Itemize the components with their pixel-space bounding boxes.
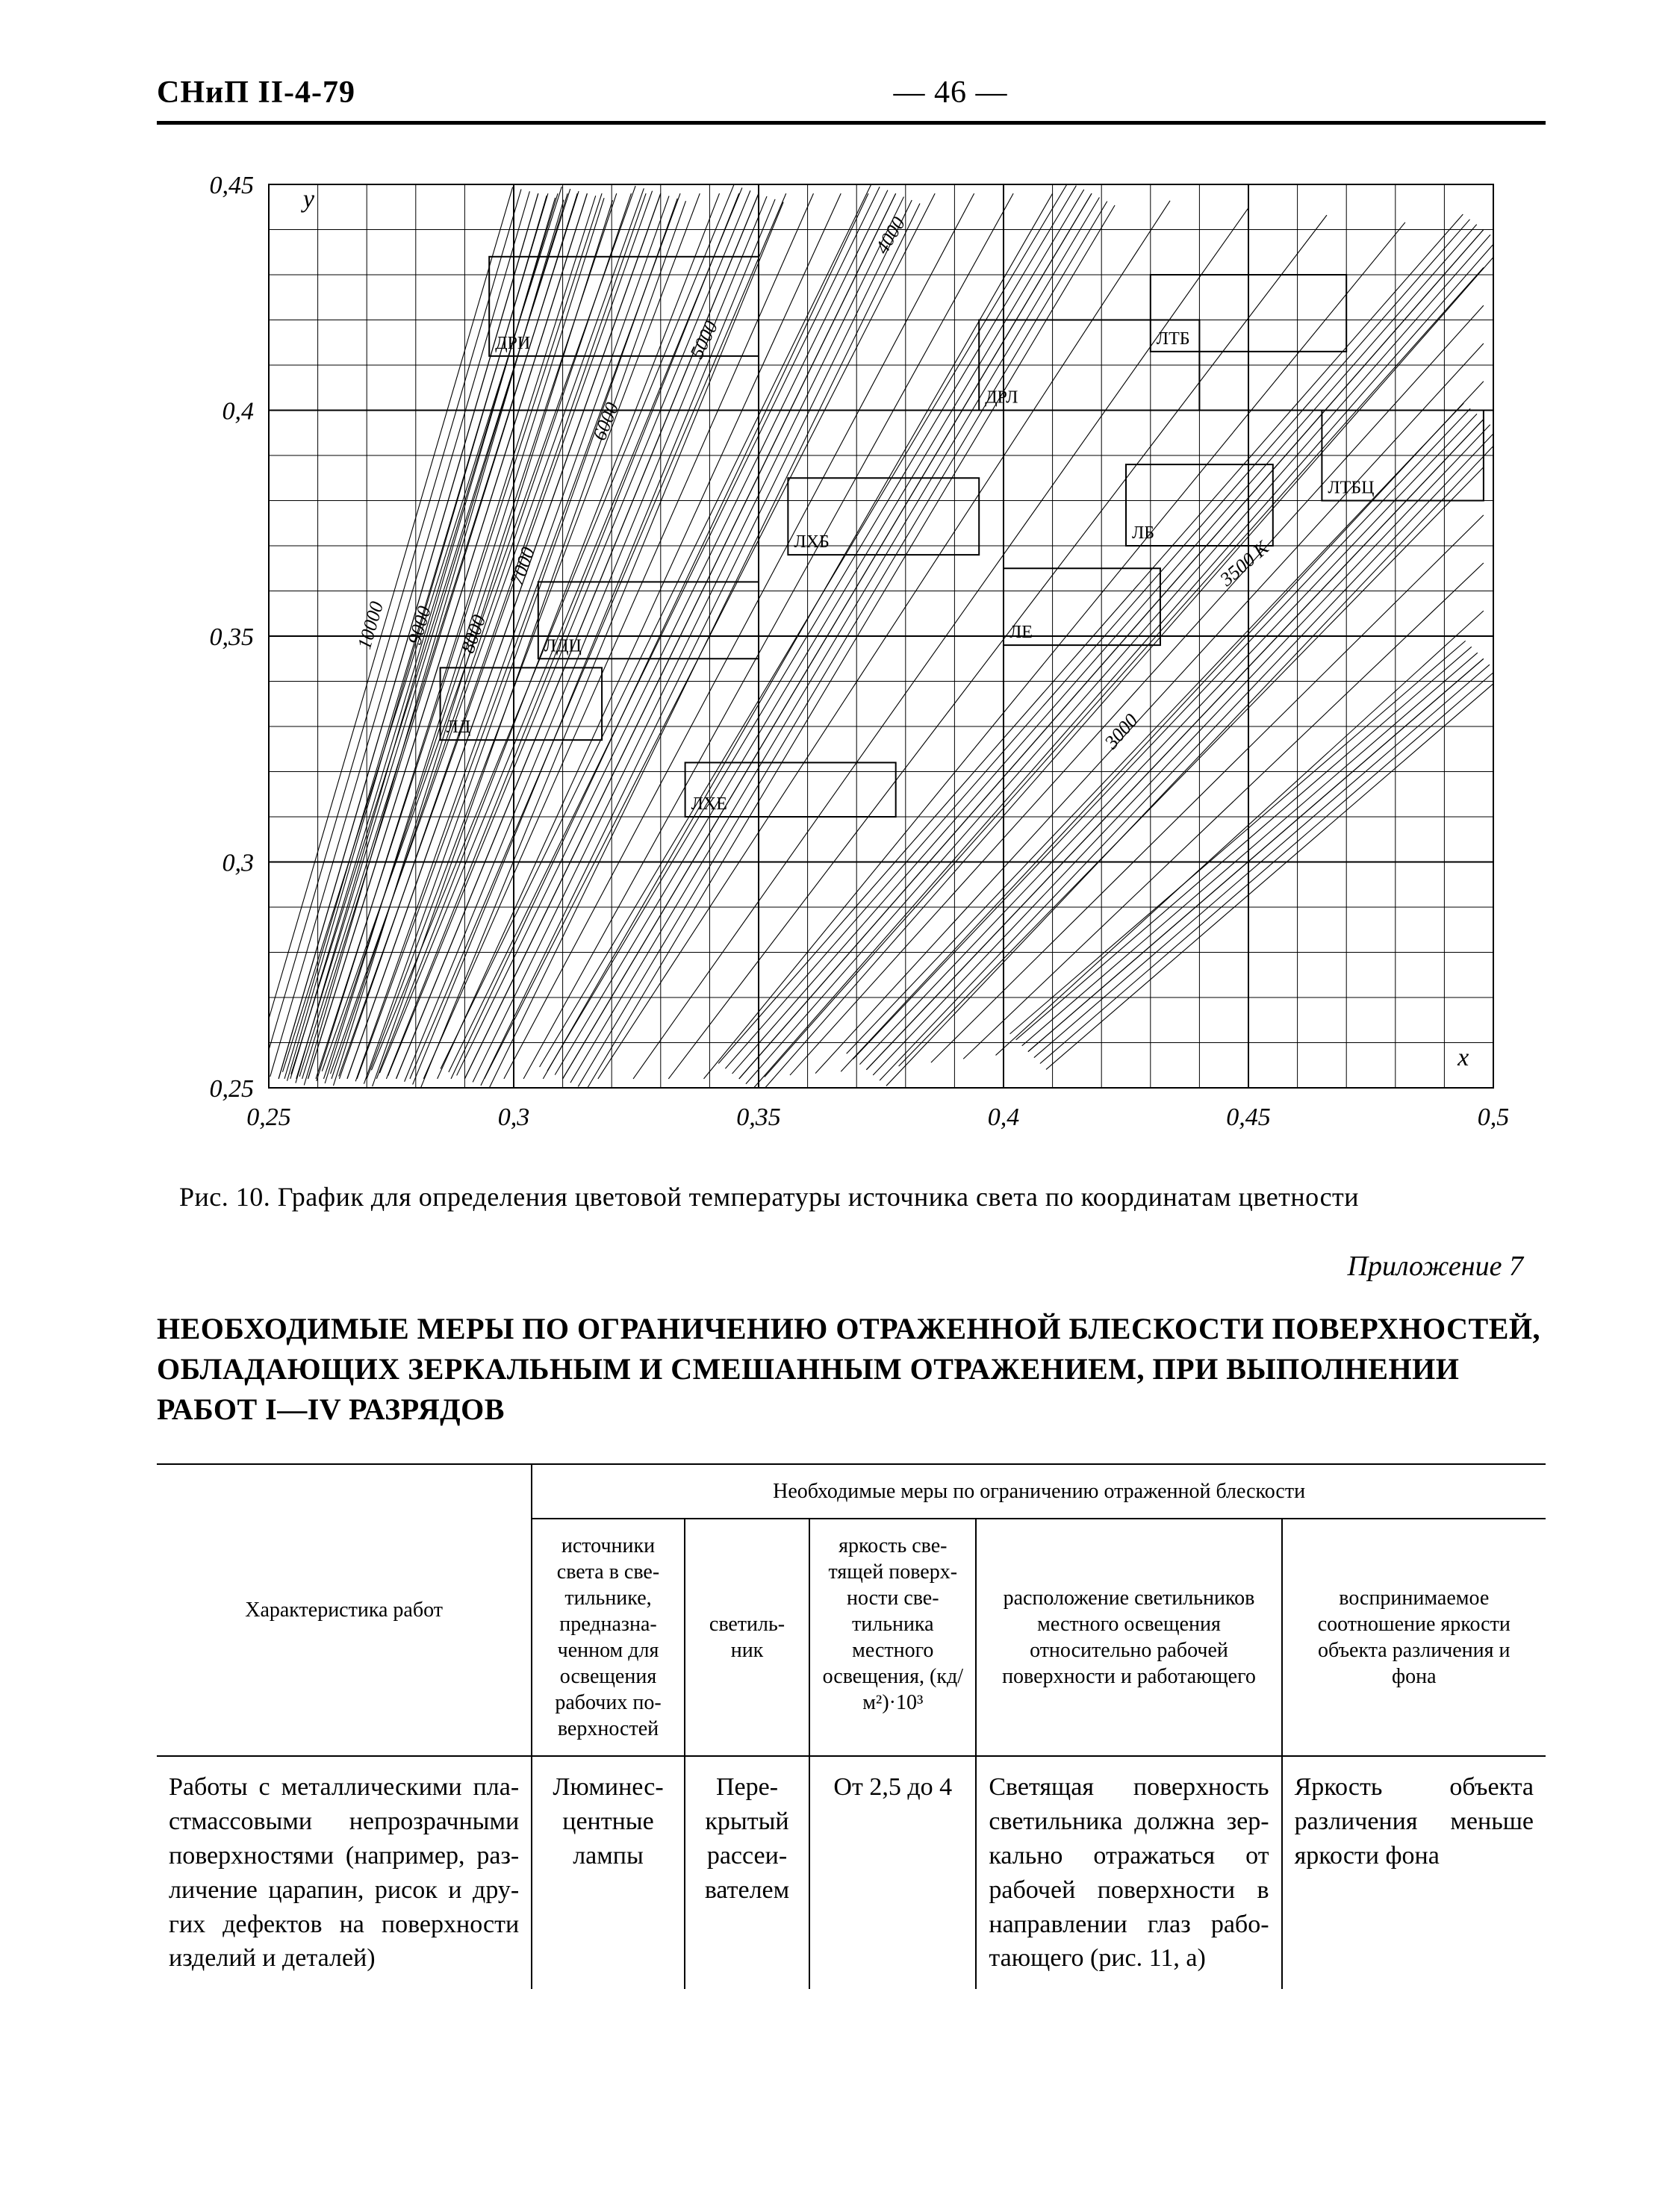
- svg-text:0,4: 0,4: [988, 1104, 1020, 1131]
- svg-text:0,35: 0,35: [210, 623, 255, 651]
- col-header: воспринимаемое соотношение яркости объек…: [1282, 1519, 1546, 1756]
- col-header: светиль­ник: [685, 1519, 809, 1756]
- super-header: Необходимые меры по ограничению отраженн…: [532, 1464, 1546, 1519]
- svg-text:0,45: 0,45: [1226, 1104, 1271, 1131]
- svg-text:ЛХЕ: ЛХЕ: [691, 794, 727, 814]
- chromaticity-chart: 0,25 0,3 0,35 0,4 0,45 0,5 0,25 0,3 0,35 0,4 0,45 y…: [179, 169, 1508, 1159]
- section-title-line: ОБЛАДАЮЩИХ ЗЕРКАЛЬНЫМ И СМЕШАННЫМ ОТРАЖЕ…: [157, 1352, 1459, 1386]
- col-header: расположение светильников местного освещ…: [976, 1519, 1281, 1756]
- appendix-tag: Приложение 7: [157, 1250, 1523, 1283]
- col-header: яркость све­тящей поверх­ности све­тильн…: [809, 1519, 976, 1756]
- table-cell: Люминес­центные лампы: [532, 1756, 685, 1989]
- doc-code: СНиП II-4-79: [157, 75, 355, 110]
- section-title-line: РАБОТ I—IV РАЗРЯДОВ: [157, 1392, 505, 1426]
- svg-text:0,25: 0,25: [246, 1104, 291, 1131]
- svg-text:ДРИ: ДРИ: [495, 334, 530, 353]
- svg-text:0,3: 0,3: [223, 850, 255, 877]
- table-cell: Светящая поверхность светильника должна …: [976, 1756, 1281, 1989]
- col-header: источники света в све­тильнике, предназн…: [532, 1519, 685, 1756]
- col-header: Характеристика работ: [157, 1464, 532, 1756]
- svg-text:0,3: 0,3: [498, 1104, 530, 1131]
- svg-text:x: x: [1457, 1044, 1469, 1071]
- svg-text:0,45: 0,45: [210, 172, 255, 199]
- svg-text:0,25: 0,25: [210, 1075, 255, 1103]
- svg-text:0,4: 0,4: [223, 398, 255, 426]
- svg-text:y: y: [301, 185, 315, 213]
- svg-text:ЛЕ: ЛЕ: [1009, 623, 1033, 642]
- svg-text:ЛТБ: ЛТБ: [1157, 329, 1190, 349]
- table-cell: Пере­крытый рассеи­вателем: [685, 1756, 809, 1989]
- glare-table: Характеристика работ Необходимые меры по…: [157, 1463, 1546, 1989]
- running-head: СНиП II-4-79 — 46 —: [157, 75, 1546, 125]
- table-cell: От 2,5 до 4: [809, 1756, 976, 1989]
- svg-text:0,5: 0,5: [1478, 1104, 1508, 1131]
- section-title: НЕОБХОДИМЫЕ МЕРЫ ПО ОГРАНИЧЕНИЮ ОТРАЖЕНН…: [157, 1309, 1546, 1430]
- svg-text:ЛТБЦ: ЛТБЦ: [1328, 479, 1374, 498]
- table-cell: Яркость объекта различения мень­ше яркос…: [1282, 1756, 1546, 1989]
- chart-caption: Рис. 10. График для определения цветовой…: [179, 1181, 1546, 1213]
- page-number: — 46 —: [894, 75, 1008, 110]
- svg-text:ЛД: ЛД: [447, 717, 471, 737]
- chart-svg: 0,25 0,3 0,35 0,4 0,45 0,5 0,25 0,3 0,35 0,4 0,45 y…: [179, 169, 1508, 1155]
- table-cell: Работы с металлическими пла­стмассовыми …: [157, 1756, 532, 1989]
- svg-text:0,35: 0,35: [736, 1104, 781, 1131]
- svg-text:ЛХБ: ЛХБ: [794, 532, 829, 552]
- svg-text:ДРЛ: ДРЛ: [985, 388, 1018, 408]
- svg-text:ЛБ: ЛБ: [1132, 523, 1154, 543]
- section-title-line: НЕОБХОДИМЫЕ МЕРЫ ПО ОГРАНИЧЕНИЮ ОТРАЖЕНН…: [157, 1312, 1540, 1345]
- svg-text:ЛДЦ: ЛДЦ: [544, 636, 582, 656]
